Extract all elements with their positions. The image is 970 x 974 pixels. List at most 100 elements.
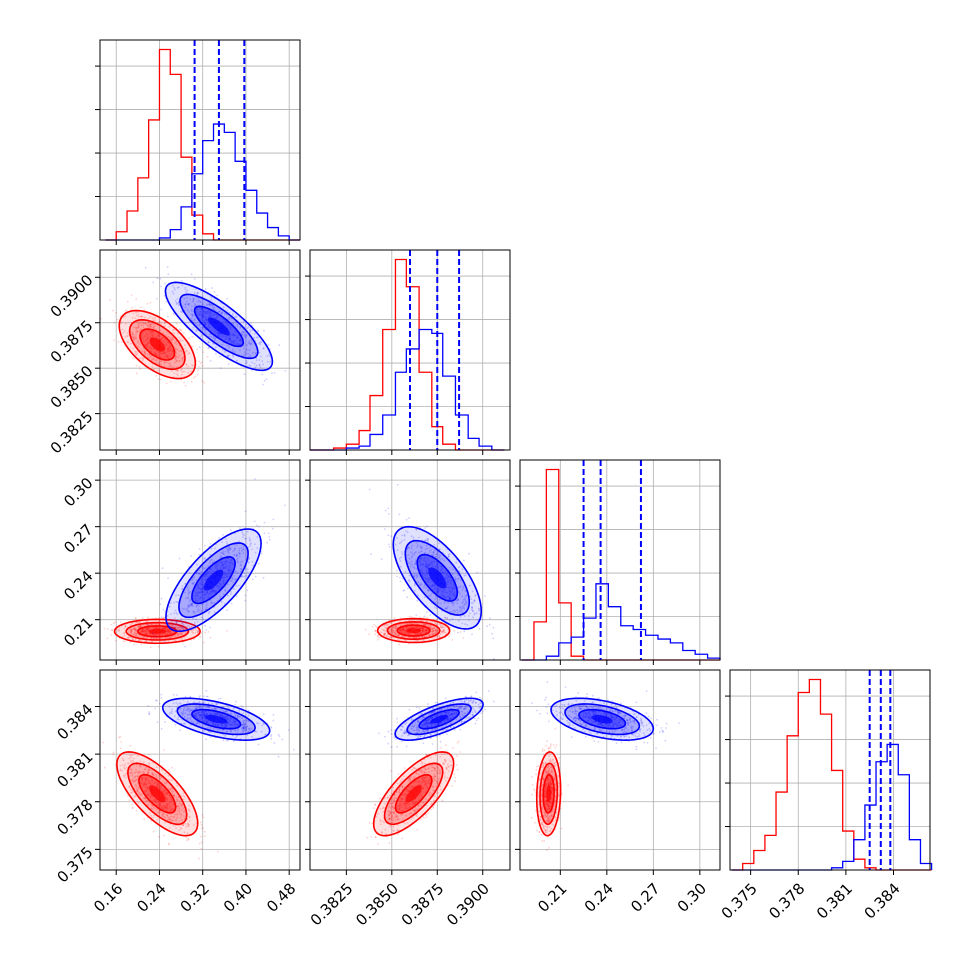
scatter-point	[208, 631, 210, 633]
scatter-point	[258, 330, 260, 332]
scatter-point	[204, 625, 206, 627]
scatter-point	[163, 835, 165, 837]
scatter-point	[199, 346, 201, 348]
scatter-point	[152, 282, 154, 284]
scatter-point	[168, 844, 170, 846]
scatter-point	[179, 558, 181, 560]
scatter-point	[372, 626, 374, 628]
scatter-point	[168, 273, 170, 275]
scatter-point	[218, 537, 220, 539]
scatter-point	[183, 382, 185, 384]
scatter-point	[198, 361, 200, 363]
scatter-point	[207, 356, 209, 358]
scatter-point	[368, 633, 370, 635]
scatter-point	[261, 553, 263, 555]
scatter-point	[390, 535, 392, 537]
scatter-point	[200, 836, 202, 838]
scatter-point	[424, 616, 426, 618]
scatter-point	[460, 631, 462, 633]
scatter-point	[407, 588, 409, 590]
scatter-point	[107, 637, 109, 639]
scatter-point	[185, 696, 187, 698]
scatter-point	[384, 528, 386, 530]
scatter-point	[399, 577, 401, 579]
scatter-point	[142, 618, 144, 620]
scatter-point	[489, 617, 491, 619]
scatter-point	[107, 628, 109, 630]
scatter-point	[381, 558, 383, 560]
scatter-point	[486, 625, 488, 627]
scatter-point	[269, 536, 271, 538]
scatter-point	[167, 316, 169, 318]
scatter-point	[112, 753, 114, 755]
scatter-point	[230, 529, 232, 531]
scatter-point	[152, 633, 154, 635]
scatter-point	[183, 332, 185, 334]
scatter-point	[164, 283, 166, 285]
scatter-point	[462, 637, 464, 639]
scatter-point	[198, 554, 200, 556]
scatter-point	[127, 301, 129, 303]
scatter-point	[429, 614, 431, 616]
scatter-point	[163, 609, 165, 611]
scatter-point	[398, 514, 400, 516]
scatter-point	[115, 312, 117, 314]
scatter-panel-p0-p3	[100, 670, 300, 870]
scatter-point	[132, 807, 134, 809]
scatter-point	[201, 824, 203, 826]
scatter-point	[155, 636, 157, 638]
scatter-point	[427, 617, 429, 619]
scatter-point	[284, 505, 286, 507]
scatter-point	[451, 639, 453, 641]
scatter-point	[120, 747, 122, 749]
scatter-point	[112, 310, 114, 312]
scatter-point	[150, 646, 152, 648]
scatter-point	[416, 600, 418, 602]
scatter-point	[204, 545, 206, 547]
scatter-point	[400, 581, 402, 583]
scatter-point	[272, 528, 274, 530]
histogram-panel-p0	[95, 40, 300, 240]
scatter-point	[202, 814, 204, 816]
scatter-point	[226, 630, 228, 632]
scatter-point	[263, 713, 265, 715]
scatter-point	[264, 522, 266, 524]
scatter-point	[266, 542, 268, 544]
scatter-point	[191, 381, 193, 383]
scatter-point	[219, 356, 221, 358]
scatter-point	[492, 638, 494, 640]
scatter-point	[493, 627, 495, 629]
scatter-point	[203, 382, 205, 384]
scatter-point	[258, 563, 260, 565]
scatter-point	[263, 330, 265, 332]
scatter-point	[396, 576, 398, 578]
scatter-point	[404, 589, 406, 591]
scatter-point	[163, 640, 165, 642]
scatter-point	[394, 617, 396, 619]
scatter-point	[162, 627, 164, 629]
axes-frame	[520, 460, 720, 660]
scatter-point	[222, 534, 224, 536]
scatter-point	[204, 835, 206, 837]
scatter-panel-p1-p2	[310, 460, 510, 660]
scatter-point	[136, 810, 138, 812]
scatter-point	[264, 532, 266, 534]
scatter-point	[140, 643, 142, 645]
scatter-point	[121, 341, 123, 343]
scatter-point	[155, 375, 157, 377]
scatter-point	[233, 740, 235, 742]
scatter-point	[135, 618, 137, 620]
scatter-point	[271, 372, 273, 374]
scatter-point	[168, 769, 170, 771]
scatter-point	[160, 379, 162, 381]
scatter-point	[262, 384, 264, 386]
histogram-series-a	[522, 470, 720, 660]
scatter-point	[161, 598, 163, 600]
scatter-point	[210, 360, 212, 362]
scatter-point	[162, 567, 164, 569]
scatter-point	[154, 708, 156, 710]
scatter-point	[479, 628, 481, 630]
scatter-point	[158, 378, 160, 380]
scatter-point	[147, 303, 149, 305]
scatter-point	[273, 519, 275, 521]
